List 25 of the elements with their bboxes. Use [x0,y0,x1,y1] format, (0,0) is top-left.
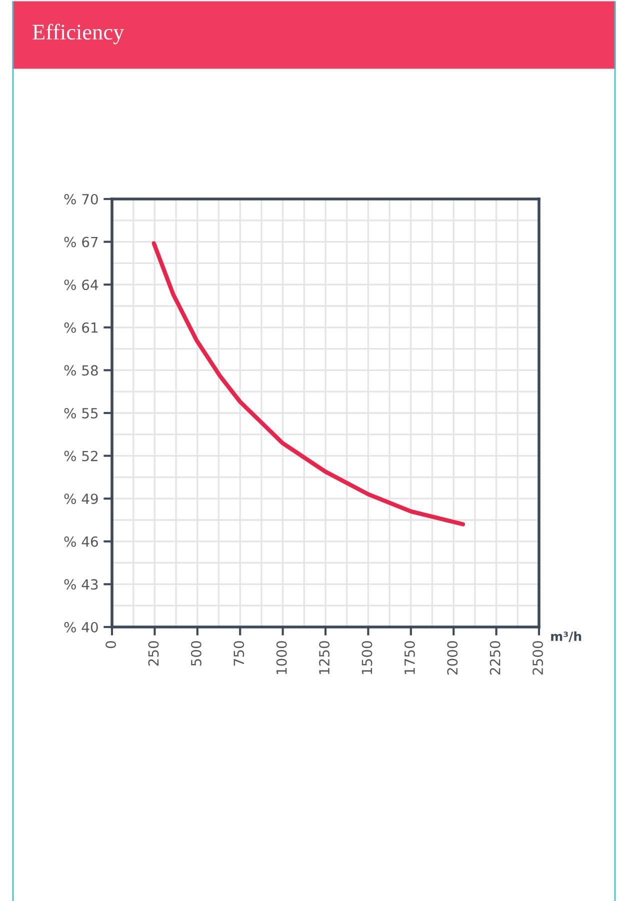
y-tick-label: % 58 [64,365,98,376]
y-tick-label: % 52 [64,450,98,462]
line-series [152,241,466,526]
x-tick-label: 1250 [319,641,330,674]
y-tick-label: % 49 [64,494,98,504]
y-tick-label: % 64 [64,280,98,290]
x-tick-label: 750 [234,641,244,666]
y-tick-label: % 61 [64,322,98,333]
x-tick-label: 0 [106,641,116,648]
y-tick-label: % 70 [64,194,98,204]
x-tick-label: 2500 [532,641,544,675]
x-tick-label: 1000 [276,641,287,674]
x-tick-label: 250 [148,641,159,666]
x-tick-label: 1750 [404,641,415,674]
y-tick-label: % 55 [64,408,98,418]
x-tick-label: 2000 [447,641,458,675]
x-tick-label: 2250 [490,641,500,675]
y-tick-label: % 46 [64,536,98,547]
x-tick-label: 1500 [362,641,372,674]
y-tick-label: % 67 [64,236,98,248]
y-tick-label: % 43 [64,579,98,590]
x-axis-title: m³/h [551,631,582,642]
y-tick-label: % 40 [64,622,98,632]
chart-title: Efficiency [32,24,124,44]
x-tick-label: 500 [190,641,202,666]
